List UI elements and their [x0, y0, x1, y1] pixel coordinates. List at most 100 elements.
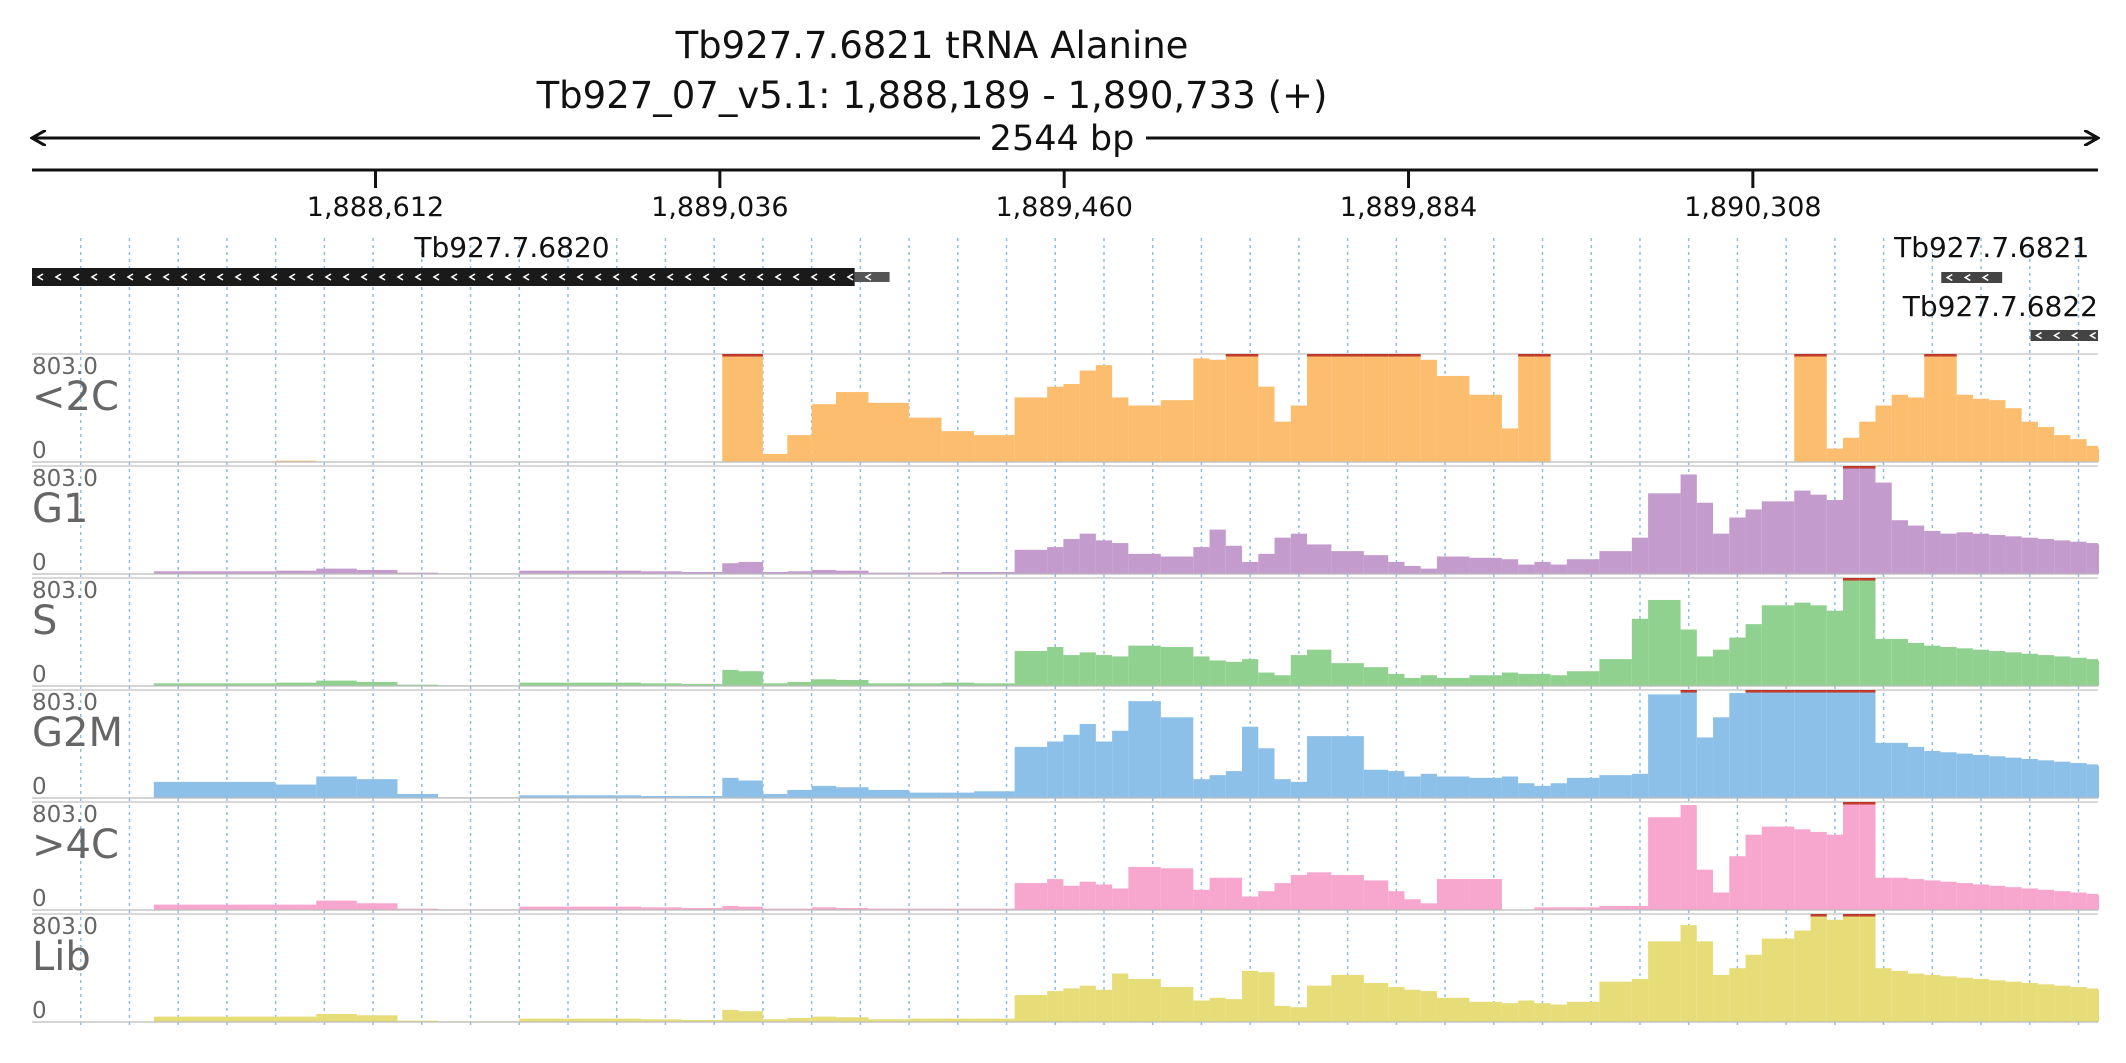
coverage-bar [1258, 891, 1275, 910]
coverage-bar [1875, 742, 1892, 798]
coverage-bar [1859, 690, 1876, 798]
coverage-bar [974, 571, 1015, 574]
coverage-bar [1209, 359, 1226, 462]
coverage-bar [1940, 646, 1957, 686]
track-name: S [32, 598, 57, 644]
gene-utr [854, 272, 890, 282]
coverage-bar [1193, 358, 1210, 462]
coverage-bar [974, 435, 1015, 462]
coverage-bar [1331, 354, 1364, 462]
clipped-marker [1859, 802, 1876, 805]
coverage-bar [1469, 675, 1502, 686]
coverage-bar [1014, 397, 1048, 462]
strand-chevron [108, 273, 116, 281]
coverage-bar [1242, 726, 1259, 798]
strand-chevron [828, 273, 836, 281]
coverage-bar [1907, 746, 1925, 798]
coverage-bar [1745, 624, 1762, 686]
coverage-bar [1566, 559, 1600, 574]
coverage-bar [2021, 421, 2038, 462]
coverage-bar [641, 571, 682, 574]
coverage-bar [1063, 383, 1080, 462]
coverage-bar [1696, 656, 1714, 686]
coverage-bar [1599, 551, 1632, 574]
strand-chevron [666, 273, 674, 281]
coverage-bar [1729, 856, 1746, 910]
coverage-bar [1956, 394, 1973, 462]
coverage-bar [1989, 885, 2006, 910]
clipped-marker [738, 354, 763, 357]
strand-chevron [162, 273, 170, 281]
coverage-bar [1680, 474, 1697, 574]
coverage-bar [1160, 868, 1194, 910]
clipped-marker [1859, 690, 1876, 693]
track-name: G2M [32, 710, 123, 756]
coverage-bar [1307, 872, 1332, 910]
strand-chevron [720, 273, 728, 281]
coverage-bar [1566, 671, 1600, 686]
coverage-bar [1680, 629, 1697, 686]
coverage-bar [1875, 638, 1892, 686]
coverage-bar [868, 1019, 910, 1022]
coverage-bar [1989, 651, 2006, 686]
coverage-bar [1242, 354, 1259, 462]
coverage-bar [1063, 655, 1080, 686]
coverage-bar [1550, 675, 1567, 686]
coverage-bar [1518, 354, 1535, 462]
coverage-bar [1875, 482, 1892, 574]
strand-chevron [558, 273, 566, 281]
gene-cds [32, 268, 855, 286]
coverage-bar [1331, 736, 1364, 798]
coverage-bar [1501, 672, 1519, 686]
coverage-bar [1842, 690, 1860, 798]
coverage-bar [974, 908, 1015, 910]
strand-chevron [738, 273, 746, 281]
clipped-marker [1307, 354, 1332, 357]
coverage-bar [1826, 448, 1843, 462]
coverage-bar [1079, 652, 1096, 686]
coverage-bar [1274, 883, 1291, 910]
coverage-bar [1193, 1000, 1210, 1022]
clipped-marker [1518, 354, 1535, 357]
coverage-bar [1112, 543, 1129, 574]
strand-chevron [648, 273, 656, 281]
ruler-tick-label: 1,889,036 [651, 192, 788, 223]
coverage-bar [2037, 889, 2055, 910]
coverage-bar [909, 1018, 942, 1022]
strand-chevron [756, 273, 764, 281]
coverage-bar [681, 907, 723, 910]
coverage-bar [1225, 771, 1243, 798]
coverage-bar [1047, 386, 1064, 462]
coverage-bar [1713, 533, 1730, 574]
coverage-bar [2054, 985, 2071, 1022]
coverage-bar [153, 904, 276, 910]
coverage-bar [2021, 758, 2038, 798]
coverage-bar [1404, 677, 1421, 686]
coverage-bar [2070, 987, 2087, 1022]
coverage-bar [153, 1016, 276, 1022]
coverage-bar [1810, 494, 1827, 574]
coverage-bar [1388, 673, 1405, 686]
coverage-bar [1095, 655, 1113, 686]
coverage-bar [1534, 907, 1551, 910]
coverage-bar [1079, 985, 1096, 1022]
coverage-bar [1972, 398, 1990, 462]
strand-chevron [612, 273, 620, 281]
coverage-bar [1891, 638, 1908, 686]
coverage-bar [1063, 539, 1080, 574]
coverage-bar [941, 792, 975, 798]
coverage-bar [1225, 661, 1243, 686]
coverage-bar [2086, 659, 2098, 686]
strand-chevron [414, 273, 422, 281]
coverage-bar [1112, 730, 1129, 798]
coverage-bar [1160, 400, 1194, 462]
strand-chevron [180, 273, 188, 281]
coverage-bar [1225, 354, 1243, 462]
strand-chevron [2053, 331, 2061, 340]
coverage-bar [1079, 881, 1096, 910]
coverage-bar [1907, 973, 1925, 1022]
coverage-bar [519, 570, 642, 574]
coverage-bar [356, 1015, 398, 1022]
strand-chevron [324, 273, 332, 281]
coverage-bar [1193, 656, 1210, 686]
